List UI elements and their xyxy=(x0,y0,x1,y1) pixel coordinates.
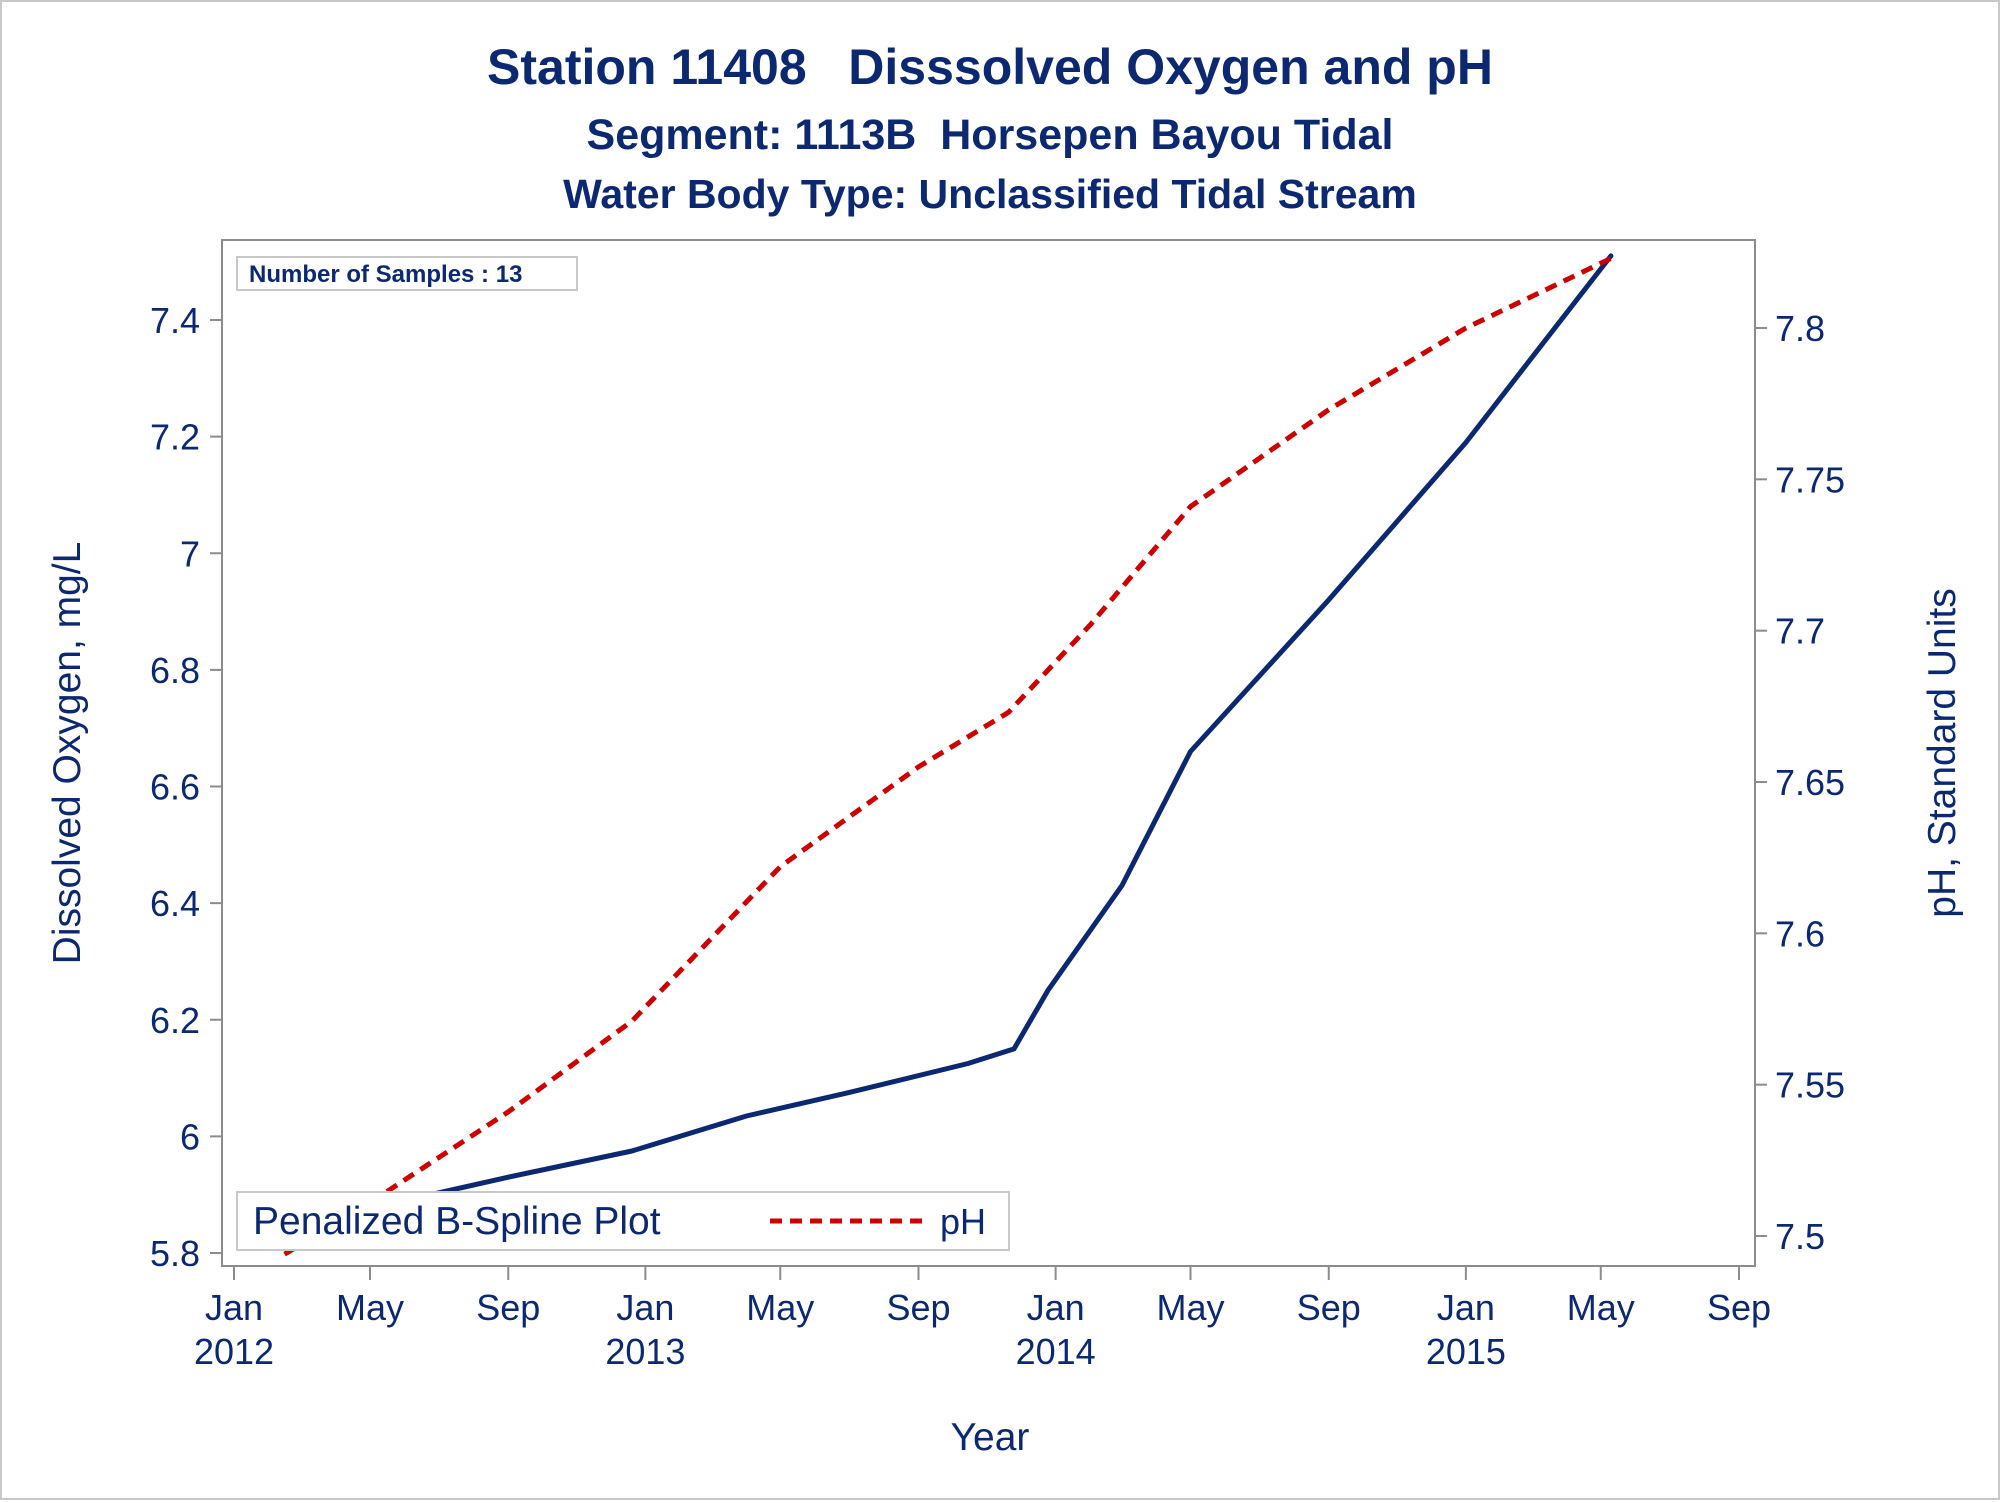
y-tick-label: 6.6 xyxy=(150,767,200,808)
annotation-box xyxy=(236,256,578,291)
y2-tick-label: 7.8 xyxy=(1775,308,1825,349)
y-tick-label: 6.2 xyxy=(150,1000,200,1041)
x-tick-label: Jan xyxy=(1437,1287,1495,1328)
y-tick-label: 5.8 xyxy=(150,1233,200,1274)
x-tick-label: Jan xyxy=(1027,1287,1085,1328)
x-tick-label: Jan xyxy=(205,1287,263,1328)
x-axis-label: Year xyxy=(951,1416,1030,1459)
y2-tick-label: 7.5 xyxy=(1775,1216,1825,1257)
y2-tick-label: 7.65 xyxy=(1775,762,1845,803)
x-tick-label: Sep xyxy=(476,1287,540,1328)
series-ph-line xyxy=(283,256,1612,1257)
x-tick-label: Jan xyxy=(616,1287,674,1328)
y-tick-label: 7 xyxy=(180,533,200,574)
x-tick-label: Sep xyxy=(1297,1287,1361,1328)
y2-tick-label: 7.75 xyxy=(1775,459,1845,500)
y-tick-label: 7.4 xyxy=(150,300,200,341)
y-tick-label: 6.4 xyxy=(150,883,200,924)
x-tick-year-label: 2012 xyxy=(194,1331,274,1372)
y2-tick-label: 7.55 xyxy=(1775,1065,1845,1106)
y2-axis-ticks: 7.5 7.55 7.6 7.65 7.7 7.75 7.8 xyxy=(1755,308,1845,1257)
series-dissolved-oxygen-line xyxy=(282,253,1614,1224)
legend-ph-label: pH xyxy=(940,1201,986,1242)
legend: Penalized B-Spline Plot pH xyxy=(236,1191,1010,1251)
y-axis-ticks: 5.8 6 6.2 6.4 6.6 6.8 7 7.2 7.4 xyxy=(150,300,222,1274)
sample-count-annotation: Number of Samples : 13 xyxy=(236,256,578,291)
x-tick-label: May xyxy=(746,1287,814,1328)
chart-subtitle: Segment: 1113B Horsepen Bayou Tidal xyxy=(587,111,1394,159)
x-tick-label: Sep xyxy=(1707,1287,1771,1328)
y-axis-label: Dissolved Oxygen, mg/L xyxy=(46,542,89,965)
plot-area xyxy=(221,239,1756,1267)
chart-title: Station 11408 Disssolved Oxygen and pH xyxy=(487,39,1493,95)
y2-tick-label: 7.6 xyxy=(1775,913,1825,954)
legend-title: Penalized B-Spline Plot xyxy=(253,1200,661,1243)
x-tick-label: May xyxy=(1567,1287,1635,1328)
x-tick-label: Sep xyxy=(886,1287,950,1328)
y-tick-label: 7.2 xyxy=(150,417,200,458)
series-group xyxy=(282,253,1614,1257)
y-tick-label: 6 xyxy=(180,1116,200,1157)
y2-axis-label: pH, Standard Units xyxy=(1921,588,1964,918)
x-tick-year-label: 2015 xyxy=(1426,1331,1506,1372)
annotation-text: Number of Samples : 13 xyxy=(249,261,522,288)
y2-tick-label: 7.7 xyxy=(1775,611,1825,652)
y-tick-label: 6.8 xyxy=(150,650,200,691)
chart-subtitle-2: Water Body Type: Unclassified Tidal Stre… xyxy=(563,171,1417,217)
x-tick-label: May xyxy=(336,1287,404,1328)
x-tick-year-label: 2013 xyxy=(605,1331,685,1372)
x-tick-year-label: 2014 xyxy=(1016,1331,1096,1372)
x-tick-label: May xyxy=(1156,1287,1224,1328)
